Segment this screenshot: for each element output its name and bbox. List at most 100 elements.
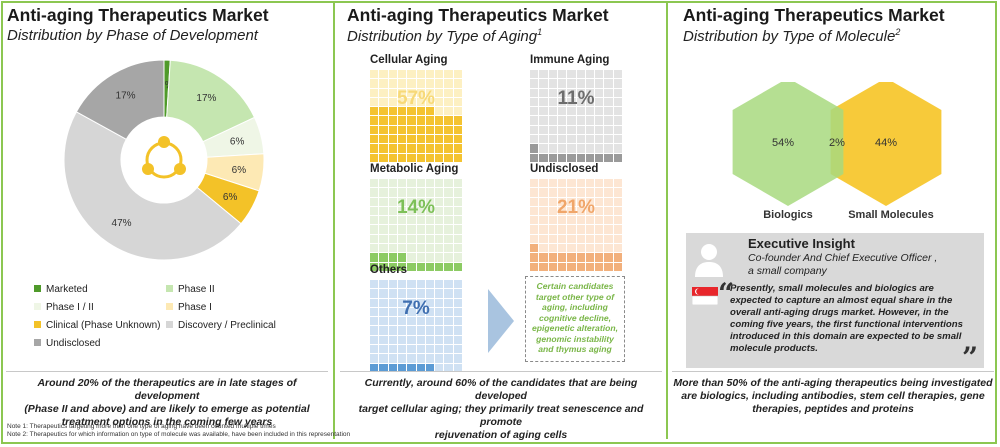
waffle-cell	[530, 79, 539, 88]
waffle-cell	[388, 280, 397, 289]
phase-donut-chart: 1% 17% 6% 6% 6% 47% 17%	[64, 60, 264, 260]
aging-caption-rule	[340, 371, 662, 372]
waffle-cell	[539, 116, 548, 125]
waffle-cell	[576, 144, 585, 153]
waffle-cell	[453, 188, 462, 197]
waffle-cell	[557, 179, 567, 188]
waffle-cell	[453, 206, 462, 216]
waffle-cell	[397, 298, 407, 307]
waffle-cell	[613, 244, 622, 253]
waffle-cell	[407, 179, 416, 188]
waffle-cell	[453, 326, 462, 335]
waffle-cell	[595, 197, 604, 206]
waffle-cell	[557, 225, 567, 234]
waffle-cell	[539, 206, 548, 216]
donut-slice-label: 47%	[112, 218, 132, 229]
waffle-cell	[379, 345, 388, 354]
waffle-cell	[370, 79, 379, 88]
waffle-cell	[379, 307, 388, 317]
waffle-cell	[539, 70, 548, 79]
waffle-cell	[397, 206, 407, 216]
venn-small-molecules-value: 44%	[875, 137, 897, 149]
open-quote-mark: “	[718, 277, 735, 310]
legend-label: Phase I / II	[46, 302, 94, 313]
waffle-cell	[435, 298, 444, 307]
legend-swatch	[166, 321, 173, 328]
waffle-cell	[604, 197, 613, 206]
waffle-cell	[576, 206, 585, 216]
waffle-cell	[604, 153, 613, 162]
molecule-panel-subtitle: Distribution by Type of Molecule2	[683, 27, 900, 45]
waffle-cell	[613, 88, 622, 97]
donut-slice-discovery-preclinical	[64, 111, 242, 260]
waffle-cell	[613, 70, 622, 79]
waffle-cell	[397, 253, 407, 262]
waffle-cell	[576, 179, 585, 188]
waffle-cell	[416, 70, 425, 79]
waffle-cell	[585, 225, 595, 234]
waffle-cell	[435, 144, 444, 153]
waffle-cell	[370, 363, 379, 372]
waffle-cell	[425, 216, 435, 225]
waffle-cell	[435, 335, 444, 345]
waffle-cell	[595, 97, 604, 107]
waffle-cell	[379, 197, 388, 206]
waffle-cell	[585, 253, 595, 262]
waffle-cell	[576, 97, 585, 107]
waffle-percent-cellular-aging: 57%	[396, 88, 436, 109]
waffle-cell	[416, 153, 425, 162]
waffle-grid-immune-aging	[530, 70, 622, 162]
waffle-cell	[613, 216, 622, 225]
waffle-cell	[379, 234, 388, 244]
waffle-cell	[435, 153, 444, 162]
waffle-cell	[397, 97, 407, 107]
waffle-cell	[604, 216, 613, 225]
waffle-cell	[425, 354, 435, 363]
aging-caption-line: target cellular aging; they primarily tr…	[358, 403, 644, 428]
waffle-cell	[388, 363, 397, 372]
waffle-cell	[576, 262, 585, 271]
waffle-cell	[576, 107, 585, 116]
waffle-cell	[425, 253, 435, 262]
waffle-cell	[567, 253, 576, 262]
waffle-cell	[379, 363, 388, 372]
network-icon	[142, 136, 186, 179]
waffle-percent-undisclosed: 21%	[556, 197, 596, 218]
waffle-title-others: Others	[370, 264, 408, 276]
waffle-cell	[388, 79, 397, 88]
insight-quote: Presently, small molecules and biologics…	[730, 283, 963, 354]
waffle-cell	[557, 188, 567, 197]
waffle-cell	[453, 70, 462, 79]
waffle-title-immune-aging: Immune Aging	[530, 54, 610, 66]
waffle-cell	[425, 298, 435, 307]
waffle-cell	[407, 234, 416, 244]
waffle-cell	[370, 253, 379, 262]
waffle-cell	[444, 79, 453, 88]
waffle-cell	[379, 116, 388, 125]
waffle-cell	[557, 197, 567, 206]
panel-divider-right	[666, 3, 668, 439]
waffle-cell	[530, 153, 539, 162]
waffle-cell	[416, 97, 425, 107]
waffle-cell	[370, 335, 379, 345]
waffle-cell	[557, 88, 567, 97]
waffle-cell	[453, 197, 462, 206]
waffle-cell	[585, 135, 595, 144]
waffle-cell	[444, 116, 453, 125]
waffle-cell	[530, 70, 539, 79]
waffle-cell	[595, 216, 604, 225]
waffle-cell	[539, 153, 548, 162]
waffle-cell	[388, 206, 397, 216]
waffle-cell	[595, 153, 604, 162]
waffle-cell	[539, 125, 548, 135]
waffle-cell	[388, 262, 397, 271]
waffle-cell	[530, 253, 539, 262]
waffle-cell	[530, 225, 539, 234]
waffle-cell	[425, 363, 435, 372]
waffle-cell	[539, 97, 548, 107]
waffle-cell	[444, 335, 453, 345]
waffle-cell	[444, 289, 453, 298]
waffle-cell	[595, 262, 604, 271]
waffle-cell	[585, 88, 595, 97]
waffle-cell	[425, 107, 435, 116]
